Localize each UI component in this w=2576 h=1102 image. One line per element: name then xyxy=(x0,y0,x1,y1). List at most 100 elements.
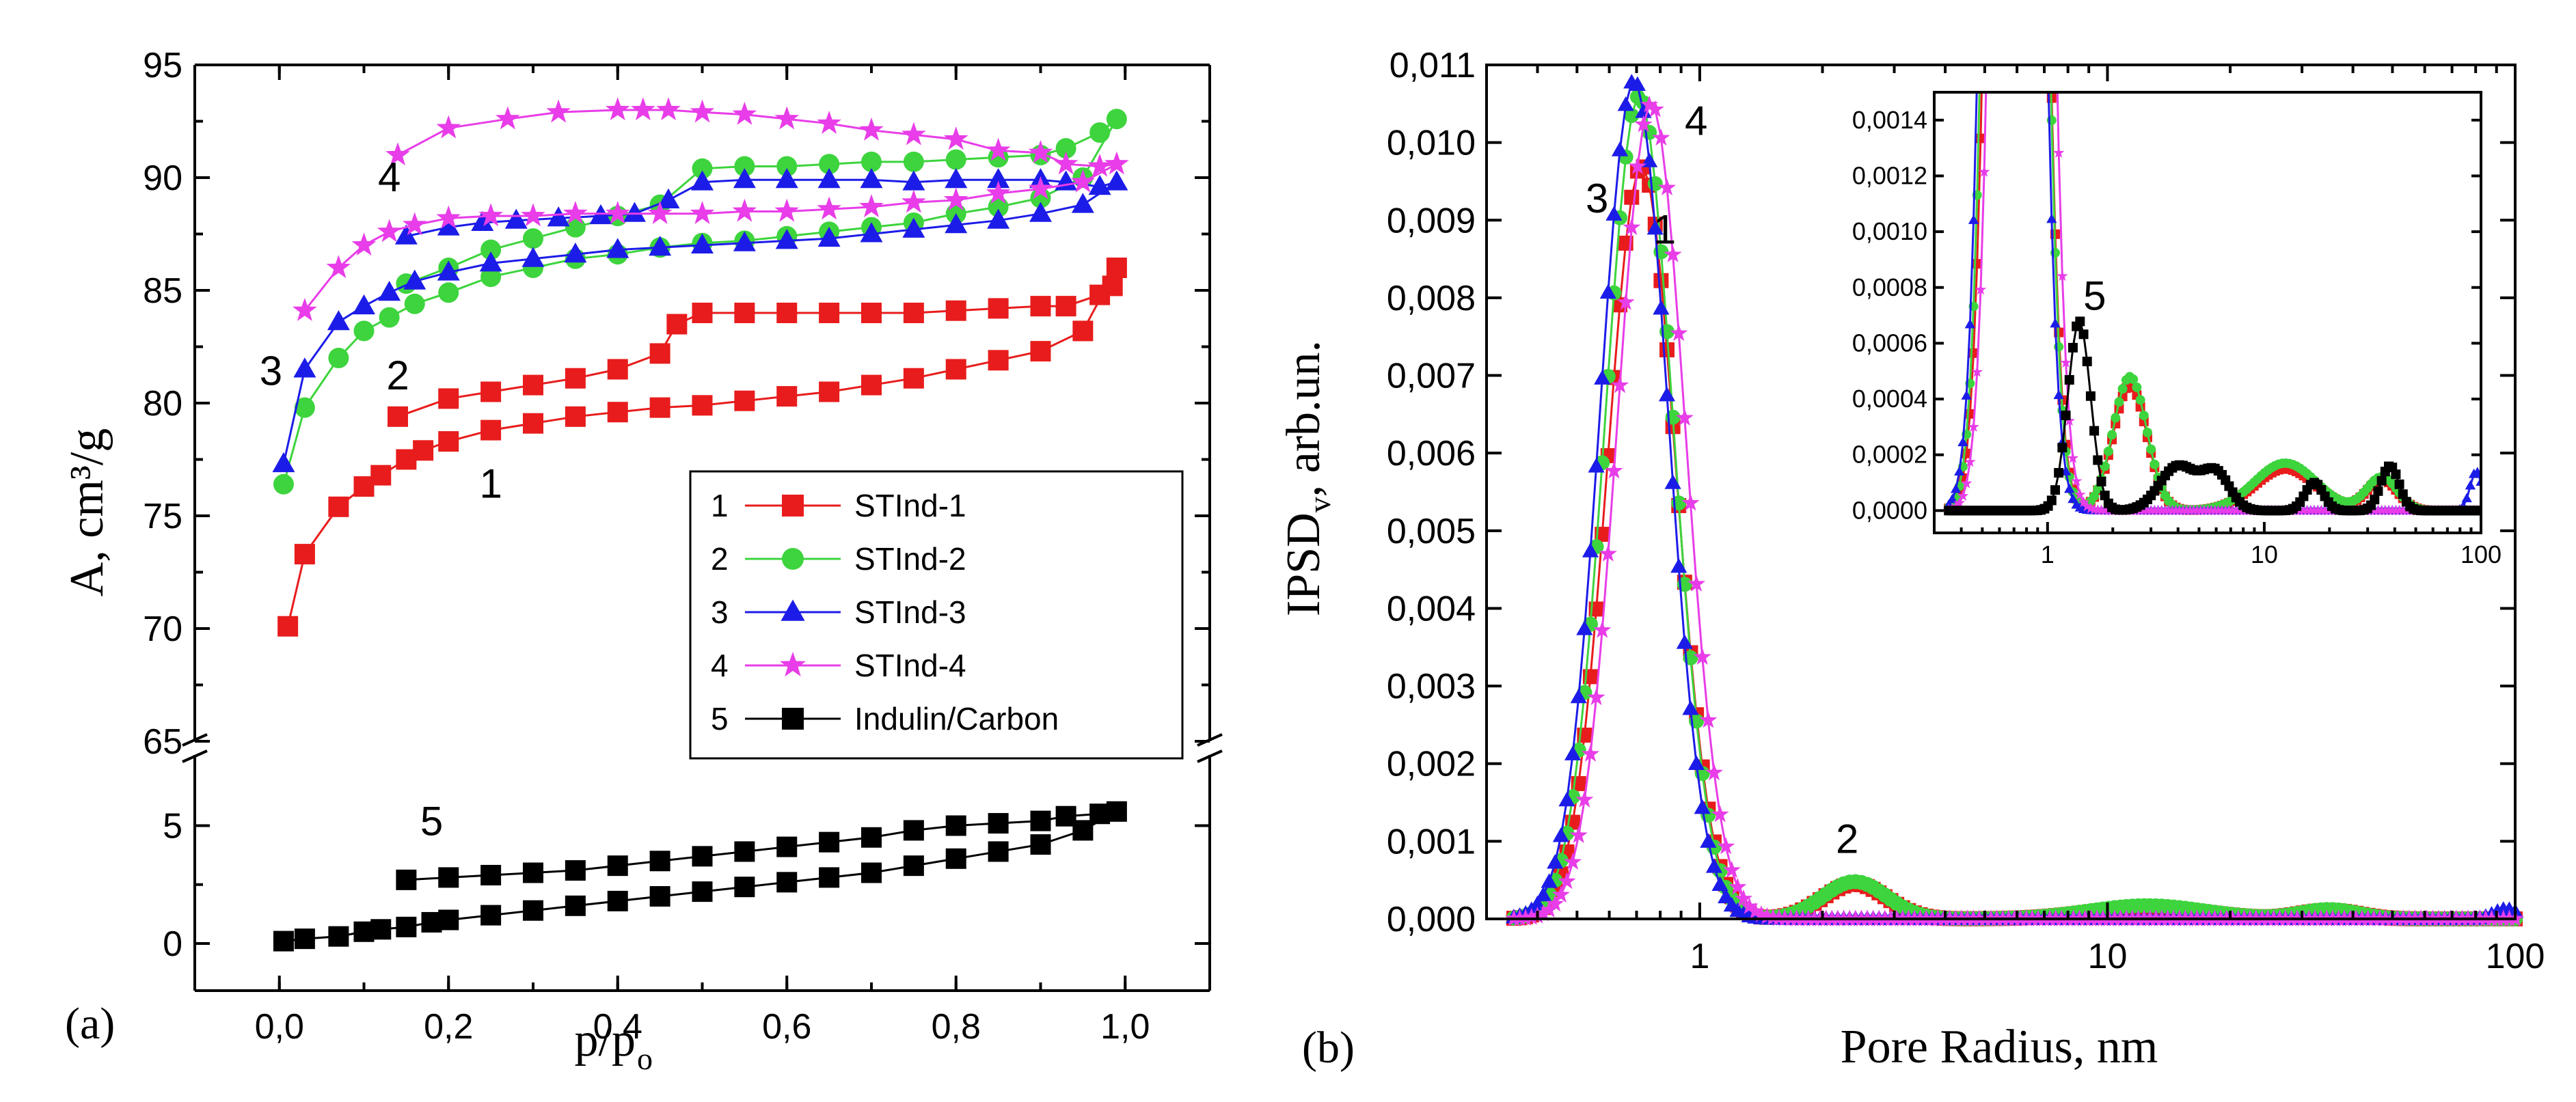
data-point xyxy=(353,320,375,342)
data-point xyxy=(1088,174,1111,195)
inset-y-tick-label: 0,0000 xyxy=(1852,496,1927,524)
data-point xyxy=(565,368,586,389)
inset-data-point xyxy=(2376,476,2387,486)
data-point xyxy=(691,170,714,191)
data-point xyxy=(1658,386,1676,402)
axis-break-mark xyxy=(182,749,208,763)
data-point xyxy=(861,862,882,883)
inset-data-point xyxy=(2089,491,2100,501)
data-point xyxy=(565,406,586,427)
x-tick-label: 1 xyxy=(1690,937,1709,976)
data-point xyxy=(1104,151,1129,175)
data-point xyxy=(607,402,628,423)
data-point xyxy=(606,238,629,258)
data-point xyxy=(1605,206,1623,221)
data-point xyxy=(1687,575,1706,592)
data-point xyxy=(1541,873,1558,888)
data-point xyxy=(546,99,571,123)
inset-data-point xyxy=(2132,382,2142,392)
series-indulin-carbon xyxy=(273,801,1127,952)
curve-label: 2 xyxy=(386,353,409,398)
data-point xyxy=(1718,888,1735,904)
inset-x-tick-label: 10 xyxy=(2251,540,2278,568)
data-point xyxy=(903,820,924,841)
data-point xyxy=(945,168,968,189)
data-point xyxy=(402,212,427,236)
data-point xyxy=(988,841,1009,862)
series-stind-1 xyxy=(277,258,1127,637)
data-point xyxy=(437,215,460,236)
legend-entry: STInd-4 xyxy=(854,648,966,683)
data-point xyxy=(1029,202,1052,222)
data-point xyxy=(1028,139,1053,163)
inset-data-point xyxy=(1968,421,1979,432)
inset-data-point xyxy=(2461,493,2472,503)
data-point xyxy=(1551,885,1570,903)
data-point xyxy=(438,431,459,452)
data-point xyxy=(1717,837,1735,855)
data-point xyxy=(1700,833,1717,848)
inset-data-point xyxy=(2139,411,2149,421)
data-point xyxy=(607,890,628,911)
x-tick-label: 0,2 xyxy=(424,1007,473,1047)
data-point xyxy=(901,122,926,146)
inset-axes: 0,0000 0,0002 0,0004 0,0006 0,0008 0,0010 0,00… xyxy=(1852,91,2502,568)
data-point xyxy=(294,544,315,565)
data-point xyxy=(1705,763,1724,781)
data-point xyxy=(859,117,884,141)
data-point xyxy=(819,381,840,402)
data-point xyxy=(1522,907,1541,925)
data-point xyxy=(861,151,882,172)
data-point xyxy=(775,229,798,249)
legend-box xyxy=(689,470,1184,760)
data-point xyxy=(819,867,840,888)
y-tick-label: 5 xyxy=(163,807,182,846)
legend-number: 5 xyxy=(711,701,729,736)
panel-a-xlabel-sub: o xyxy=(637,1041,653,1076)
data-point xyxy=(504,208,528,229)
data-point xyxy=(1640,95,1659,113)
data-point xyxy=(523,374,543,396)
inset-data-point xyxy=(1947,493,1958,504)
y-tick-label: 0,006 xyxy=(1387,434,1476,473)
data-point xyxy=(774,198,800,222)
data-point xyxy=(734,390,755,411)
data-point xyxy=(1552,827,1569,842)
data-point xyxy=(819,303,840,323)
inset-data-point xyxy=(2114,397,2124,407)
data-point xyxy=(607,855,628,877)
inset-data-point xyxy=(2111,413,2121,423)
data-point xyxy=(326,255,351,279)
curve-label: 1 xyxy=(1653,206,1676,252)
y-tick-label: 85 xyxy=(143,271,182,311)
inset-y-tick-label: 0,0008 xyxy=(1852,273,1927,301)
data-point xyxy=(692,158,713,179)
data-point xyxy=(1616,292,1635,310)
data-point xyxy=(1653,273,1669,288)
data-point xyxy=(945,815,966,836)
data-point xyxy=(351,232,377,256)
x-tick-label: 100 xyxy=(2486,937,2545,976)
inset-y-tick-label: 0,0006 xyxy=(1852,329,1927,357)
data-point xyxy=(988,147,1009,168)
data-point xyxy=(1681,493,1700,511)
inset-data-point xyxy=(1978,165,1990,177)
legend-number: 4 xyxy=(711,648,729,683)
data-point xyxy=(478,203,503,227)
data-point xyxy=(1105,170,1128,191)
data-point xyxy=(1106,258,1127,278)
data-point xyxy=(1670,557,1687,573)
inset-data-point xyxy=(2370,495,2380,505)
y-tick-label: 0,002 xyxy=(1387,745,1476,784)
data-point xyxy=(1653,300,1670,315)
data-point xyxy=(817,168,841,189)
inset-data-point xyxy=(2054,468,2064,478)
data-point xyxy=(623,202,646,222)
data-point xyxy=(775,168,798,189)
panel-b-ylabel-group: IPSDv, arb.un. xyxy=(1277,340,1337,616)
data-point xyxy=(945,213,968,234)
data-point xyxy=(1070,169,1096,193)
inset-data-point xyxy=(2093,455,2103,465)
data-point xyxy=(657,188,680,208)
legend-entry: STInd-1 xyxy=(854,488,966,523)
